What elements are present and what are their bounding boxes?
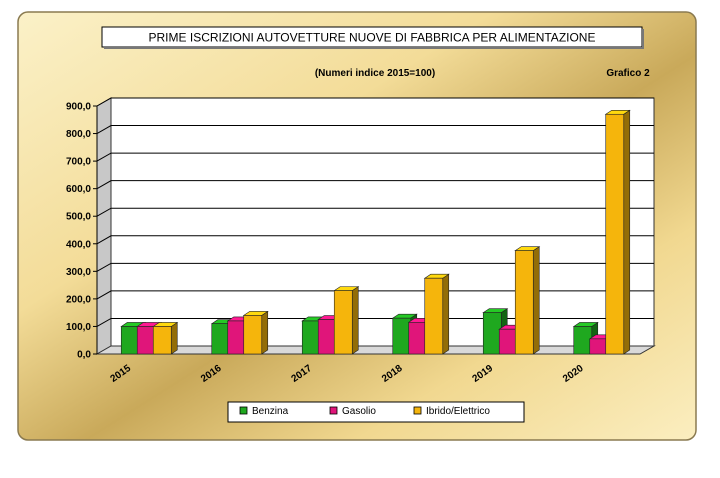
y-tick-label: 0,0 <box>77 350 91 361</box>
plot-area <box>95 97 656 355</box>
chart-title: PRIME ISCRIZIONI AUTOVETTURE NUOVE DI FA… <box>149 31 596 45</box>
gridline <box>96 180 654 190</box>
gridline <box>96 207 654 217</box>
legend-item: Ibrido/Elettrico <box>413 406 490 417</box>
y-tick-label: 200,0 <box>66 294 91 305</box>
bar <box>333 286 360 355</box>
gridline <box>96 152 654 162</box>
legend: Benzina Gasolio Ibrido/Elettrico <box>227 401 525 423</box>
legend-swatch <box>239 406 248 415</box>
y-tick-label: 800,0 <box>66 129 91 140</box>
y-axis: 0,0 100,0 200,0 300,0 400,0 500,0 600,0 700,0 80… <box>66 102 98 361</box>
figure-label: Grafico 2 <box>606 68 650 79</box>
legend-swatch <box>413 406 422 415</box>
legend-swatch <box>329 406 338 415</box>
floor <box>95 345 656 355</box>
gridlines <box>96 97 654 327</box>
gridline <box>96 317 654 327</box>
gridline <box>96 125 654 134</box>
gridline <box>96 290 654 300</box>
legend-label: Benzina <box>252 406 289 417</box>
y-tick-label: 700,0 <box>66 157 91 168</box>
y-tick-label: 100,0 <box>66 322 91 333</box>
y-tick-label: 500,0 <box>66 212 91 223</box>
gridline <box>96 235 654 245</box>
y-tick-label: 600,0 <box>66 184 91 195</box>
back-wall <box>110 97 655 347</box>
bar <box>152 321 179 355</box>
side-wall <box>96 97 112 355</box>
y-tick-label: 300,0 <box>66 267 91 278</box>
legend-item: Benzina <box>239 406 289 417</box>
bars <box>120 109 631 355</box>
chart-subtitle: (Numeri indice 2015=100) <box>315 68 435 79</box>
y-tick-label: 900,0 <box>66 102 91 113</box>
bar <box>604 109 631 355</box>
bar <box>514 246 541 355</box>
legend-label: Ibrido/Elettrico <box>426 406 490 417</box>
gridline <box>96 262 654 272</box>
gridline <box>96 97 654 107</box>
bar <box>242 310 269 355</box>
legend-label: Gasolio <box>342 406 376 417</box>
legend-box <box>227 401 525 423</box>
y-tick-label: 400,0 <box>66 239 91 250</box>
legend-item: Gasolio <box>329 406 376 417</box>
bar <box>423 273 450 355</box>
